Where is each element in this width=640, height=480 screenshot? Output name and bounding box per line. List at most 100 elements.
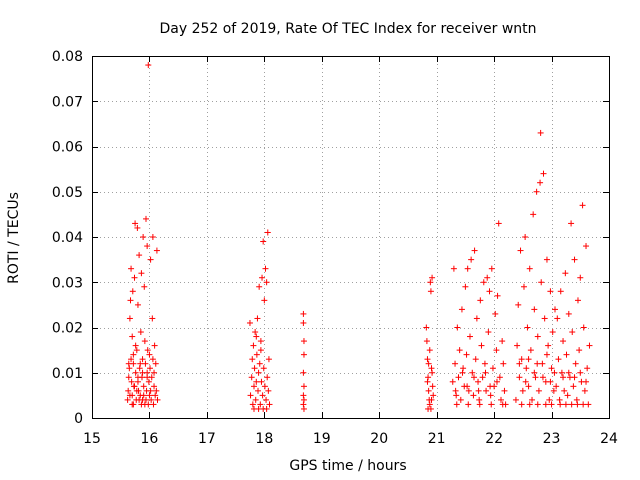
data-point	[526, 265, 533, 272]
data-point	[247, 392, 254, 399]
data-point	[546, 396, 553, 403]
data-point	[300, 383, 307, 390]
data-point	[427, 405, 434, 412]
data-point	[252, 396, 259, 403]
data-point	[547, 378, 554, 385]
data-point	[488, 401, 495, 408]
data-point	[425, 387, 432, 394]
data-point	[487, 392, 494, 399]
data-point	[464, 383, 471, 390]
data-point	[471, 247, 478, 254]
data-point	[495, 220, 502, 227]
data-point	[429, 369, 436, 376]
y-tick-labels: 0 0.01 0.02 0.03 0.04 0.05 0.06 0.07 0.08	[52, 49, 83, 427]
data-point	[518, 401, 525, 408]
data-point	[459, 369, 466, 376]
data-point	[477, 297, 484, 304]
data-point	[540, 170, 547, 177]
x-tick-label: 23	[543, 431, 561, 447]
data-point	[133, 347, 140, 354]
data-point	[142, 396, 149, 403]
data-point	[583, 243, 590, 250]
data-point	[300, 396, 307, 403]
data-point	[144, 347, 151, 354]
data-point	[516, 360, 523, 367]
data-point	[532, 374, 539, 381]
data-point	[140, 392, 147, 399]
data-point	[257, 338, 264, 345]
data-point	[485, 329, 492, 336]
data-point	[263, 396, 270, 403]
data-point	[142, 215, 149, 222]
data-point	[424, 356, 431, 363]
x-tick-label: 16	[141, 431, 159, 447]
data-point	[560, 338, 567, 345]
data-point	[246, 319, 253, 326]
plot-frame	[92, 56, 610, 419]
data-point	[428, 365, 435, 372]
data-point	[557, 401, 564, 408]
data-point	[253, 378, 260, 385]
data-point	[128, 378, 135, 385]
data-point	[146, 351, 153, 358]
data-point	[533, 188, 540, 195]
data-point	[129, 401, 136, 408]
data-point	[261, 383, 268, 390]
data-point	[263, 405, 270, 412]
data-point	[496, 374, 503, 381]
data-point	[487, 383, 494, 390]
data-point	[519, 387, 526, 394]
data-point	[257, 347, 264, 354]
data-point	[565, 310, 572, 317]
data-point	[475, 378, 482, 385]
data-point	[300, 369, 307, 376]
data-point	[516, 374, 523, 381]
data-point	[539, 374, 546, 381]
data-point	[526, 401, 533, 408]
data-point	[564, 392, 571, 399]
x-tick-label: 22	[485, 431, 503, 447]
data-point	[140, 383, 147, 390]
data-point	[134, 224, 141, 231]
data-point	[300, 351, 307, 358]
x-tick-label: 20	[370, 431, 388, 447]
data-point	[524, 324, 531, 331]
data-point	[465, 401, 472, 408]
data-point	[470, 392, 477, 399]
data-point	[146, 392, 153, 399]
x-tick-label: 15	[83, 431, 101, 447]
y-tick-label: 0.02	[52, 321, 83, 337]
data-point	[124, 396, 131, 403]
data-point	[565, 369, 572, 376]
data-point	[558, 369, 565, 376]
data-point	[520, 283, 527, 290]
data-point	[138, 270, 145, 277]
data-point	[452, 360, 459, 367]
data-point	[488, 265, 495, 272]
data-point	[585, 401, 592, 408]
data-point	[535, 387, 542, 394]
data-point	[250, 383, 257, 390]
data-point	[126, 365, 133, 372]
data-point	[147, 387, 154, 394]
data-point	[563, 351, 570, 358]
x-tick-label: 18	[255, 431, 273, 447]
data-point	[147, 256, 154, 263]
data-point	[455, 374, 462, 381]
data-point	[145, 401, 152, 408]
data-point	[531, 306, 538, 313]
data-point	[473, 315, 480, 322]
data-point	[300, 401, 307, 408]
data-point	[493, 347, 500, 354]
data-point	[145, 378, 152, 385]
data-point	[425, 374, 432, 381]
data-point	[527, 347, 534, 354]
data-point	[256, 360, 263, 367]
data-point	[472, 356, 479, 363]
data-point	[579, 202, 586, 209]
data-point	[475, 387, 482, 394]
data-point	[499, 401, 506, 408]
data-point	[523, 365, 530, 372]
data-point	[129, 333, 136, 340]
data-point	[152, 392, 159, 399]
